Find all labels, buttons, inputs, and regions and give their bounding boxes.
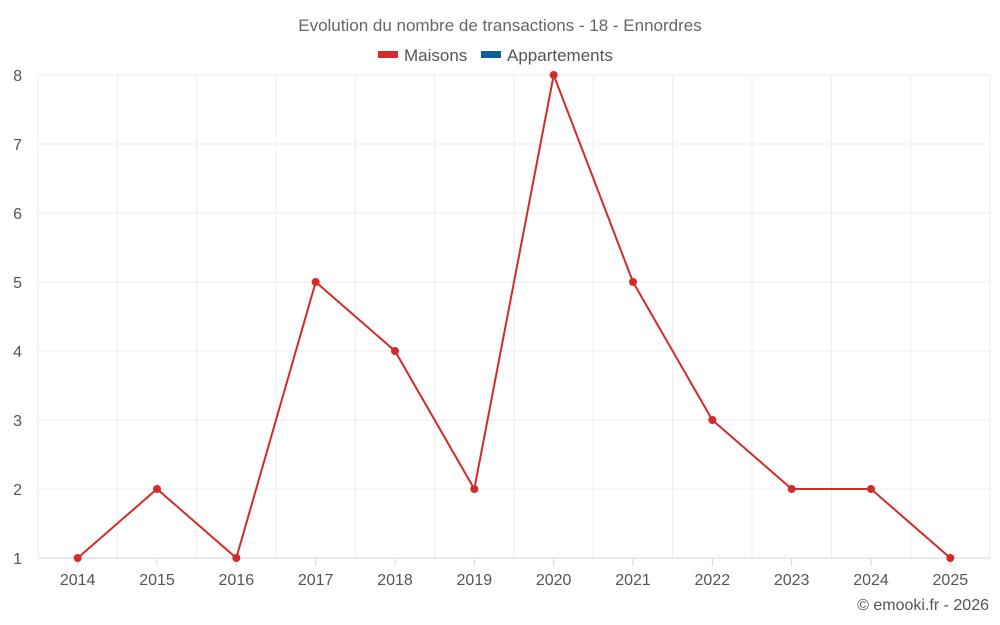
data-point-maisons[interactable] — [946, 554, 955, 562]
x-tick-label: 2025 — [933, 572, 969, 589]
data-point-maisons[interactable] — [629, 278, 637, 286]
x-axis: 2014 2015 2016 2017 2018 2019 2020 2021 2022 2023… — [38, 557, 990, 589]
y-tick-label: 8 — [13, 68, 22, 85]
x-tick-label: 2014 — [60, 572, 96, 589]
x-tick-label: 2020 — [536, 572, 572, 589]
data-point-maisons[interactable] — [708, 416, 717, 424]
legend-label-maisons: Maisons — [404, 46, 467, 65]
legend-swatch-appartements — [481, 51, 501, 58]
x-tick-label: 2017 — [298, 572, 334, 589]
data-point-maisons[interactable] — [787, 485, 796, 493]
data-point-maisons[interactable] — [232, 554, 241, 562]
x-tick-label: 2016 — [219, 572, 255, 589]
data-point-maisons[interactable] — [311, 278, 320, 286]
data-point-maisons[interactable] — [470, 485, 479, 493]
x-tick-label: 2023 — [774, 572, 810, 589]
y-tick-label: 4 — [13, 344, 22, 361]
data-point-maisons[interactable] — [867, 485, 875, 493]
legend-item-maisons[interactable]: Maisons — [378, 46, 467, 65]
series-layer — [73, 71, 955, 562]
x-tick-label: 2018 — [377, 572, 413, 589]
legend-label-appartements: Appartements — [507, 46, 613, 65]
data-point-maisons[interactable] — [73, 554, 82, 562]
legend-swatch-maisons — [378, 51, 398, 58]
x-tick-label: 2024 — [853, 572, 889, 589]
grid — [37, 74, 991, 558]
x-tick-label: 2015 — [139, 572, 175, 589]
chart-title: Evolution du nombre de transactions - 18… — [298, 16, 702, 35]
x-tick-label: 2019 — [457, 572, 493, 589]
x-tick-label: 2021 — [615, 572, 651, 589]
y-tick-label: 5 — [13, 275, 22, 292]
y-tick-label: 7 — [13, 137, 22, 154]
y-tick-label: 1 — [13, 551, 22, 568]
y-axis: 1 2 3 4 5 6 7 8 — [13, 68, 22, 568]
y-tick-label: 2 — [13, 482, 22, 499]
series-line-maisons — [77, 74, 951, 559]
data-point-maisons[interactable] — [549, 71, 558, 79]
y-tick-label: 6 — [13, 206, 22, 223]
credit-text[interactable]: © emooki.fr - 2026 — [857, 597, 989, 614]
data-point-maisons[interactable] — [153, 485, 161, 493]
legend-item-appartements[interactable]: Appartements — [481, 46, 613, 65]
x-tick-label: 2022 — [695, 572, 731, 589]
data-point-maisons[interactable] — [391, 347, 399, 355]
y-tick-label: 3 — [13, 413, 22, 430]
legend: Maisons Appartements — [378, 46, 613, 65]
